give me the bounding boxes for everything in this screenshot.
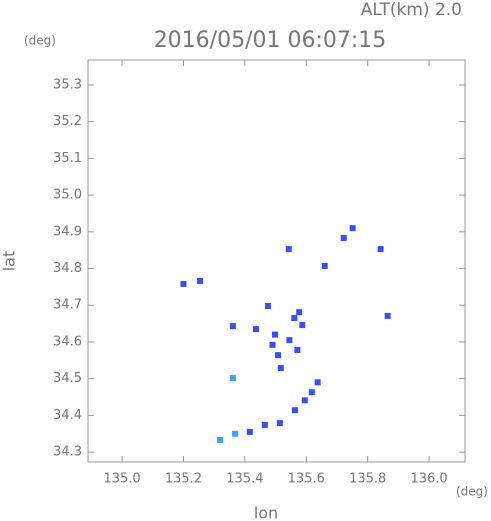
echo-cell bbox=[232, 430, 239, 437]
echo-cell bbox=[296, 309, 303, 316]
echo-cell bbox=[285, 246, 292, 253]
y-tick-label: 35.2 bbox=[53, 114, 82, 129]
x-tick-label: 135.8 bbox=[349, 472, 386, 487]
echo-cell bbox=[384, 312, 391, 319]
echo-cell bbox=[180, 280, 187, 287]
echo-cell bbox=[271, 331, 278, 338]
echo-cell bbox=[277, 365, 284, 372]
x-axis-label: lon bbox=[254, 504, 278, 521]
y-tick-label: 34.5 bbox=[53, 371, 82, 386]
echo-cell bbox=[197, 278, 204, 285]
echo-cell bbox=[261, 421, 268, 428]
plot-frame bbox=[87, 59, 466, 463]
y-tick-label: 34.8 bbox=[53, 261, 82, 276]
echo-cell bbox=[301, 397, 308, 404]
x-tick-label: 135.2 bbox=[165, 472, 202, 487]
y-unit: (deg) bbox=[24, 34, 56, 48]
altitude: ALT(km) 2.0 bbox=[361, 0, 462, 20]
y-tick-label: 34.9 bbox=[53, 224, 82, 239]
x-tick-label: 136.0 bbox=[410, 472, 447, 487]
echo-cell bbox=[246, 428, 253, 435]
echo-cell bbox=[269, 341, 276, 348]
echo-cell bbox=[349, 225, 356, 232]
echo-cell bbox=[276, 420, 283, 427]
x-tick-label: 135.6 bbox=[288, 472, 325, 487]
echo-cell bbox=[229, 374, 236, 381]
y-tick-label: 34.7 bbox=[53, 298, 82, 313]
echo-cell bbox=[291, 315, 298, 322]
echo-cell bbox=[291, 407, 298, 414]
echo-cell bbox=[321, 262, 328, 269]
echo-cell bbox=[264, 302, 271, 309]
y-tick-label: 34.3 bbox=[53, 445, 82, 460]
y-axis-label: lat bbox=[0, 251, 19, 272]
echo-cell bbox=[340, 235, 347, 242]
echo-cell bbox=[286, 337, 293, 344]
echo-cell bbox=[308, 389, 315, 396]
echo-cell bbox=[377, 246, 384, 253]
echo-cell bbox=[252, 326, 259, 333]
echo-cell bbox=[275, 352, 282, 359]
x-tick-label: 135.0 bbox=[103, 472, 140, 487]
y-tick-label: 34.4 bbox=[53, 408, 82, 423]
x-tick-label: 135.4 bbox=[226, 472, 263, 487]
echo-cell bbox=[299, 322, 306, 329]
y-tick-label: 34.6 bbox=[53, 334, 82, 349]
x-unit: (deg) bbox=[456, 485, 488, 499]
echo-cell bbox=[314, 379, 321, 386]
y-tick-label: 35.0 bbox=[53, 188, 82, 203]
y-tick-label: 35.1 bbox=[53, 151, 82, 166]
echo-cell bbox=[294, 347, 301, 354]
echo-cell bbox=[217, 436, 224, 443]
echo-cell bbox=[229, 323, 236, 330]
y-tick-label: 35.3 bbox=[53, 77, 82, 92]
chart-title: 2016/05/01 06:07:15 bbox=[154, 28, 387, 53]
